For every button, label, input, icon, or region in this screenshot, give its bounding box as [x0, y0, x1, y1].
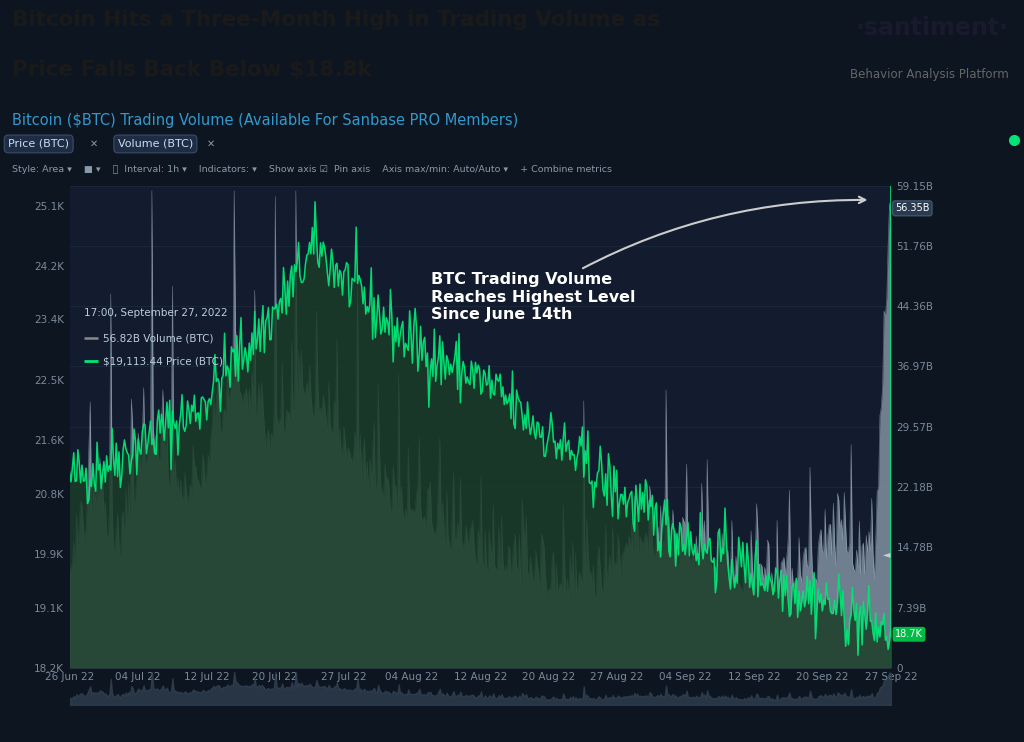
Text: BTC Trading Volume
Reaches Highest Level
Since June 14th: BTC Trading Volume Reaches Highest Level… — [431, 197, 865, 322]
Text: 56.82B Volume (BTC): 56.82B Volume (BTC) — [103, 333, 214, 344]
Text: 18.7K: 18.7K — [895, 629, 923, 640]
Text: ✕: ✕ — [207, 139, 215, 149]
Text: Style: Area ▾    ■ ▾    ⧭  Interval: 1h ▾    Indicators: ▾    Show axis ☑  Pin a: Style: Area ▾ ■ ▾ ⧭ Interval: 1h ▾ Indic… — [12, 165, 612, 174]
Text: 17:00, September 27, 2022: 17:00, September 27, 2022 — [84, 309, 227, 318]
Text: ·santiment·: ·santiment· — [856, 16, 1009, 39]
Text: Behavior Analysis Platform: Behavior Analysis Platform — [850, 68, 1009, 81]
Text: Bitcoin ($BTC) Trading Volume (Available For Sanbase PRO Members): Bitcoin ($BTC) Trading Volume (Available… — [12, 113, 518, 128]
Text: $19,113.44 Price (BTC): $19,113.44 Price (BTC) — [103, 357, 223, 367]
Text: Volume (BTC): Volume (BTC) — [118, 139, 193, 149]
Text: ✕: ✕ — [90, 139, 98, 149]
Text: ◄: ◄ — [884, 549, 891, 559]
Text: Price Falls Back Below $18.8k: Price Falls Back Below $18.8k — [12, 59, 372, 79]
Text: Bitcoin Hits a Three-Month High in Trading Volume as: Bitcoin Hits a Three-Month High in Tradi… — [12, 10, 660, 30]
Text: Price (BTC): Price (BTC) — [8, 139, 70, 149]
Text: 56.35B: 56.35B — [895, 203, 930, 214]
